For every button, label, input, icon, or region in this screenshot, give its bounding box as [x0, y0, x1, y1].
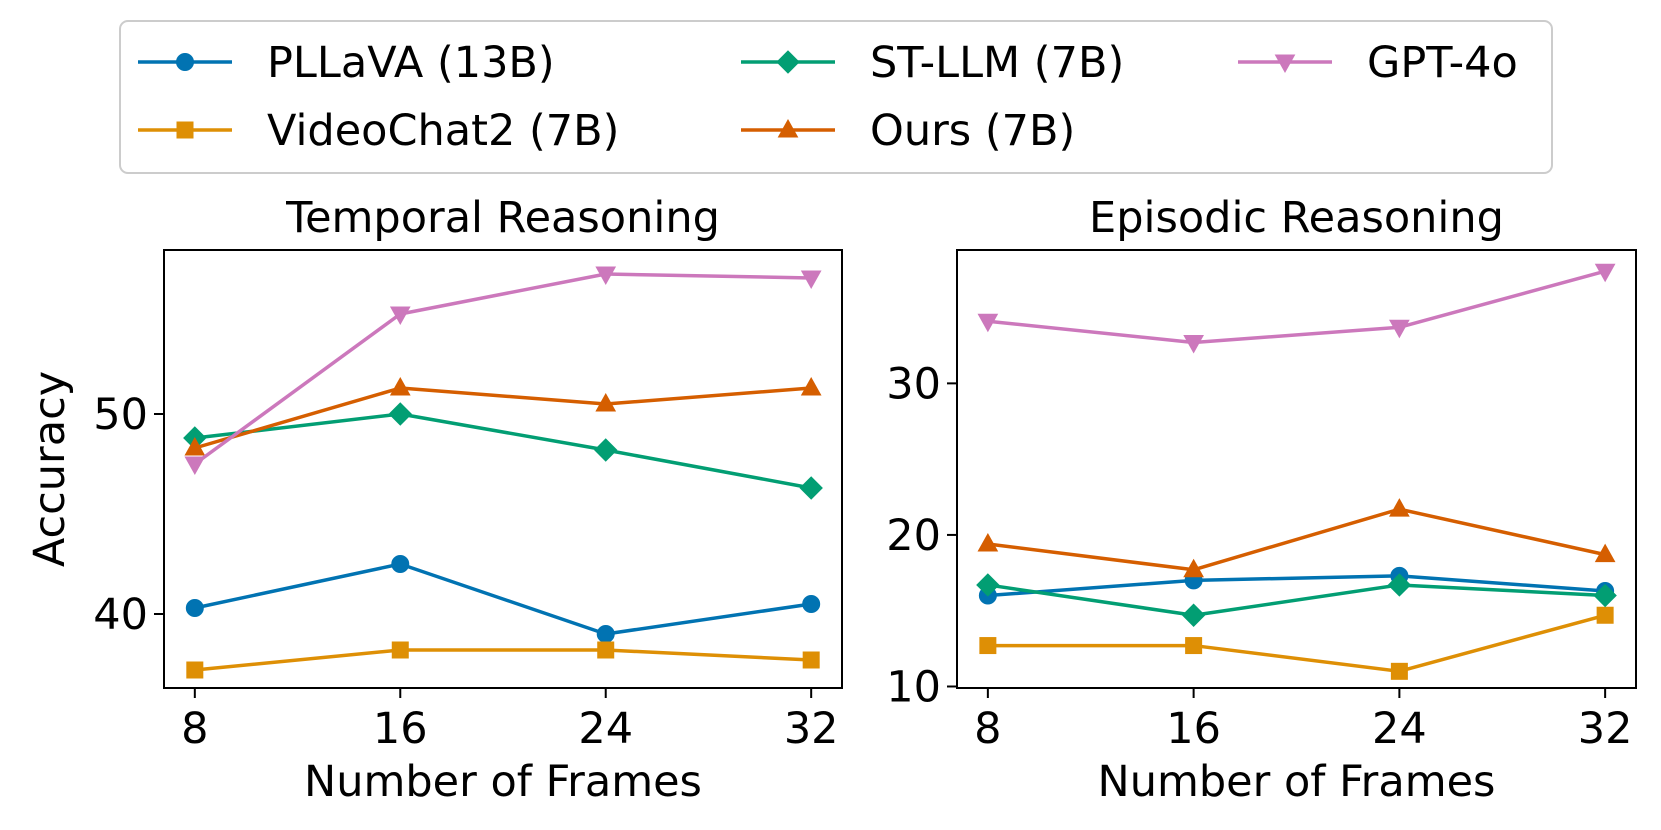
data-point [1183, 558, 1204, 578]
y-tick-label: 20 [886, 511, 941, 561]
legend-label: VideoChat2 (7B) [267, 106, 619, 156]
data-point [185, 599, 204, 617]
data-point [391, 641, 409, 659]
x-tick-label: 8 [974, 704, 1001, 754]
data-point [1389, 498, 1410, 517]
series-line [987, 583, 1606, 618]
legend-marker-circle [176, 53, 194, 71]
legend: PLLaVA (13B) VideoChat2 (7B) ST-LLM (7B) Ou… [119, 20, 1553, 174]
legend-marker-triangle-down [1274, 54, 1296, 74]
panel-episodic-reasoning: Episodic Reasoning 8 16 24 32 10 20 30 Number of… [886, 193, 1637, 807]
legend-item-st-llm-7b: ST-LLM (7B) [741, 38, 1124, 88]
data-point [799, 476, 823, 500]
series-line [194, 648, 812, 672]
series-videochat2-7b [186, 641, 820, 679]
series-line [194, 562, 812, 636]
x-axis-label: Number of Frames [304, 757, 702, 807]
series-ours-7b [184, 376, 822, 456]
legend-label: Ours (7B) [870, 106, 1075, 156]
legend-item-gpt-4o: GPT-4o [1238, 38, 1518, 88]
data-point [979, 637, 997, 655]
series-pllava-13b [185, 555, 821, 643]
legend-item-pllava-13b: PLLaVA (13B) [138, 38, 555, 88]
data-point [1594, 263, 1616, 283]
series-gpt-4o [977, 263, 1616, 354]
data-point [802, 595, 821, 613]
series-line [193, 272, 812, 466]
data-point [1389, 319, 1410, 339]
x-tick-label: 16 [373, 704, 428, 754]
x-tick-label: 8 [181, 704, 208, 754]
series-st-llm-7b [976, 573, 1617, 627]
data-point [1185, 637, 1203, 655]
series-videochat2-7b [979, 606, 1614, 680]
chart-title: Episodic Reasoning [1089, 193, 1504, 243]
x-tick-label: 32 [1578, 704, 1633, 754]
x-axis-label: Number of Frames [1098, 757, 1496, 807]
data-point [1593, 583, 1617, 608]
data-point [594, 438, 618, 462]
data-point [802, 651, 820, 669]
data-point [595, 266, 617, 286]
legend-marker-diamond [776, 50, 800, 74]
data-point [388, 402, 412, 426]
data-point [596, 625, 615, 643]
data-point [389, 306, 411, 326]
legend-frame [119, 20, 1553, 174]
series-line [987, 574, 1606, 598]
x-tick-label: 24 [1372, 704, 1427, 754]
data-point [186, 661, 204, 679]
y-tick-label: 10 [886, 662, 941, 712]
series-st-llm-7b [183, 402, 823, 500]
data-point [977, 313, 999, 333]
series-gpt-4o [184, 266, 822, 476]
legend-item-videochat2-7b: VideoChat2 (7B) [138, 106, 619, 156]
chart-title: Temporal Reasoning [285, 193, 720, 243]
x-tick-label: 32 [784, 704, 839, 754]
data-point [800, 376, 822, 396]
series-ours-7b [977, 498, 1616, 578]
data-point [1594, 543, 1616, 563]
axes-frame [163, 249, 843, 689]
legend-label: ST-LLM (7B) [870, 38, 1124, 88]
data-point [1181, 603, 1206, 627]
y-tick-label: 50 [93, 390, 148, 440]
legend-marker-triangle-up [777, 118, 799, 138]
x-tick-label: 24 [578, 704, 633, 754]
legend-item-ours-7b: Ours (7B) [741, 106, 1075, 156]
data-point [800, 270, 822, 290]
series-line [987, 613, 1606, 674]
data-point [977, 532, 999, 552]
y-tick-label: 40 [93, 590, 148, 640]
data-point [184, 456, 206, 476]
plot-area [976, 263, 1617, 680]
data-point [595, 392, 617, 412]
series-line [987, 269, 1606, 345]
legend-label: PLLaVA (13B) [267, 38, 555, 88]
data-point [1183, 334, 1204, 354]
y-tick-label: 30 [886, 359, 941, 409]
data-point [597, 641, 615, 659]
data-point [1596, 606, 1614, 624]
panel-temporal-reasoning: Temporal Reasoning 8 16 24 32 40 50 Number of F… [25, 193, 843, 807]
data-point [976, 573, 1000, 597]
data-point [184, 436, 206, 456]
data-point [1390, 662, 1408, 680]
data-point [1387, 573, 1412, 597]
plot-area [183, 266, 823, 679]
series-line [194, 386, 812, 450]
axes-frame [956, 249, 1637, 689]
y-axis-label: Accuracy [25, 371, 75, 567]
legend-label: GPT-4o [1367, 38, 1518, 88]
series-line [194, 412, 812, 490]
series-line [987, 507, 1606, 572]
x-tick-label: 16 [1166, 704, 1221, 754]
data-point [389, 376, 411, 396]
data-point [391, 555, 410, 573]
legend-marker-square [176, 121, 194, 139]
